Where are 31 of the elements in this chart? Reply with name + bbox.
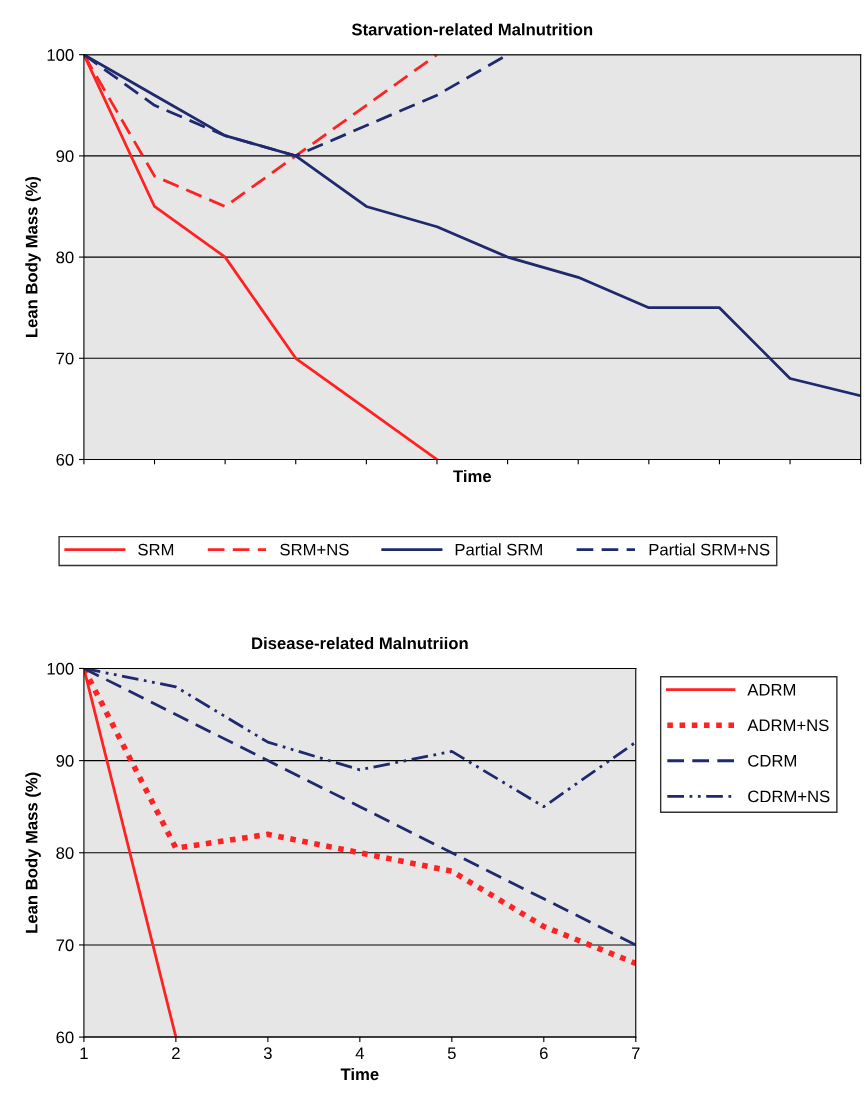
x-tick-label: 6 <box>540 1047 548 1060</box>
y-tick-label: 90 <box>56 755 74 767</box>
x-tick-label: 4 <box>355 1047 364 1059</box>
x-tick-label: 5 <box>447 1047 456 1060</box>
legend-label: CDRM+NS <box>748 790 830 803</box>
chart-title: Starvation-related Malnutrition <box>351 23 593 36</box>
y-tick-label: 60 <box>56 453 74 466</box>
x-axis-title: Time <box>340 1067 379 1081</box>
y-tick-label: 100 <box>47 49 74 61</box>
y-tick-label: 80 <box>56 847 74 859</box>
legend-label: ADRM <box>747 684 796 696</box>
y-tick-label: 80 <box>56 251 74 264</box>
x-tick-label: 1 <box>80 1047 88 1059</box>
legend-label: Partial SRM+NS <box>649 543 770 556</box>
y-tick-label: 70 <box>56 352 74 365</box>
x-tick-label: 3 <box>263 1047 272 1060</box>
y-tick-label: 60 <box>56 1031 74 1044</box>
y-tick-label: 70 <box>56 939 74 952</box>
y-tick-label: 90 <box>56 150 74 163</box>
y-tick-label: 100 <box>47 662 74 675</box>
x-tick-label: 2 <box>172 1047 180 1059</box>
legend-label: CDRM <box>748 754 796 767</box>
legend-label: SRM+NS <box>280 543 349 556</box>
y-axis-title: Lean Body Mass (%) <box>25 176 41 337</box>
legend-label: ADRM+NS <box>747 719 829 732</box>
x-axis-title: Time <box>453 469 492 483</box>
chart-title: Disease-related Malnutriion <box>252 636 468 650</box>
legend-label: SRM <box>138 543 174 556</box>
legend-label: Partial SRM <box>455 543 542 556</box>
y-axis-title: Lean Body Mass (%) <box>25 772 41 933</box>
x-tick-label: 7 <box>632 1047 640 1059</box>
